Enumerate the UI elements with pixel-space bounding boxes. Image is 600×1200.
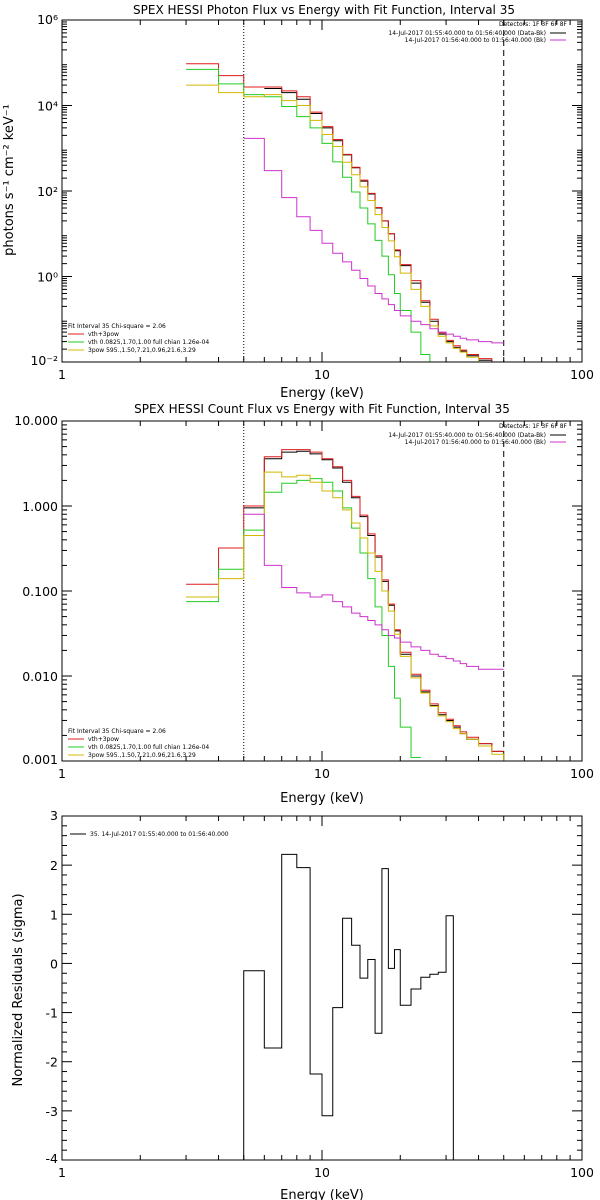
plot-frame bbox=[61, 420, 583, 762]
y-tick-label: 10⁶ bbox=[37, 12, 58, 27]
legend-residuals: 35. 14-Jul-2017 01:55:40.000 to 01:56:40… bbox=[90, 831, 229, 838]
series-data-bk bbox=[243, 450, 504, 752]
y-tick-label: 1 bbox=[50, 907, 58, 922]
y-tick-label: 10.000 bbox=[14, 413, 58, 428]
photon-chart-tick-labels: 1 10 100 10⁻² 10⁰ 10² 10⁴ 10⁶ bbox=[30, 12, 593, 382]
series-vth bbox=[186, 478, 421, 758]
x-tick-label: 1 bbox=[58, 1165, 66, 1180]
photon-chart-legend-bottom: Fit Interval 35 Chi-square = 2.06 vth+3p… bbox=[68, 323, 209, 354]
residuals-chart: Energy (keV) Normalized Residuals (sigma… bbox=[11, 808, 594, 1200]
residuals-chart-ylabel: Normalized Residuals (sigma) bbox=[11, 893, 26, 1086]
photon-chart-xlabel: Energy (keV) bbox=[280, 386, 364, 401]
photon-chart-legend-top: Detectors: 1F 3F 6F 8F 14-Jul-2017 01:55… bbox=[388, 21, 567, 44]
y-tick-label: 0.001 bbox=[22, 752, 58, 767]
series-3pow bbox=[186, 84, 493, 362]
y-tick-label: 10⁰ bbox=[37, 270, 58, 285]
legend-top-entry: 14-Jul-2017 01:55:40.000 to 01:56:40.000… bbox=[388, 30, 546, 37]
series-vth-3pow bbox=[186, 63, 493, 362]
photon-chart-plot-area bbox=[61, 19, 583, 363]
photon-chart-title: SPEX HESSI Photon Flux vs Energy with Fi… bbox=[133, 3, 515, 17]
plot-frame bbox=[61, 815, 583, 1161]
count-flux-chart: SPEX HESSI Count Flux vs Energy with Fit… bbox=[14, 402, 594, 806]
legend-top-entry: 14-Jul-2017 01:56:40.000 to 01:56:40.000… bbox=[405, 439, 546, 446]
count-chart-tick-labels: 1 10 100 0.001 0.010 0.100 1.000 10.000 bbox=[14, 413, 594, 781]
detector-label: Detectors: 1F 3F 6F 8F bbox=[499, 423, 568, 430]
legend-vth-3pow: vth+3pow bbox=[88, 736, 119, 743]
legend-vth-3pow: vth+3pow bbox=[88, 331, 119, 338]
legend-3pow: 3pow 595.,1.50,7.21,0.96,21.6,3.29 bbox=[88, 347, 196, 354]
y-tick-label: 10² bbox=[37, 184, 58, 199]
legend-fit-interval: Fit Interval 35 Chi-square = 2.06 bbox=[68, 323, 166, 330]
series-data-bk bbox=[264, 87, 493, 362]
x-tick-label: 1 bbox=[58, 766, 66, 781]
residuals-chart-tick-labels: 1 10 100 -4 -3 -2 -1 0 1 2 3 bbox=[46, 808, 594, 1180]
y-tick-label: -3 bbox=[46, 1104, 58, 1119]
legend-vth: vth 0.0825,1.70,1.00 full chian 1.26e-04 bbox=[88, 744, 209, 751]
residuals-chart-plot-area bbox=[61, 815, 583, 1161]
x-tick-label: 10 bbox=[314, 766, 330, 781]
photon-flux-chart: SPEX HESSI Photon Flux vs Energy with Fi… bbox=[2, 3, 594, 401]
y-tick-label: 10⁴ bbox=[37, 99, 58, 114]
x-tick-label: 10 bbox=[314, 367, 330, 382]
count-chart-title: SPEX HESSI Count Flux vs Energy with Fit… bbox=[134, 402, 510, 416]
series-vth-3pow bbox=[186, 449, 504, 752]
x-tick-label: 100 bbox=[570, 367, 594, 382]
y-tick-label: -2 bbox=[46, 1055, 58, 1070]
y-tick-label: -4 bbox=[46, 1151, 59, 1166]
residuals-chart-xlabel: Energy (keV) bbox=[280, 1188, 364, 1200]
series-residuals bbox=[243, 853, 454, 1160]
legend-top-entry: 14-Jul-2017 01:55:40.000 to 01:56:40.000… bbox=[388, 432, 546, 439]
x-tick-label: 100 bbox=[570, 1165, 594, 1180]
plot-frame bbox=[61, 19, 583, 363]
y-tick-label: 10⁻² bbox=[30, 353, 58, 368]
y-tick-label: 0 bbox=[50, 956, 58, 971]
legend-vth: vth 0.0825,1.70,1.00 full chian 1.26e-04 bbox=[88, 339, 209, 346]
y-tick-label: -1 bbox=[46, 1006, 58, 1021]
y-tick-label: 3 bbox=[50, 808, 58, 823]
residuals-chart-legend: 35. 14-Jul-2017 01:55:40.000 to 01:56:40… bbox=[70, 831, 229, 838]
series-vth bbox=[186, 68, 431, 362]
photon-chart-ylabel: photons s⁻¹ cm⁻² keV⁻¹ bbox=[2, 104, 17, 256]
y-tick-label: 1.000 bbox=[22, 499, 58, 514]
detector-label: Detectors: 1F 3F 6F 8F bbox=[499, 21, 568, 28]
count-chart-plot-area bbox=[61, 420, 583, 762]
count-chart-legend-top: Detectors: 1F 3F 6F 8F 14-Jul-2017 01:55… bbox=[388, 423, 567, 446]
x-tick-label: 10 bbox=[314, 1165, 330, 1180]
series-bk bbox=[243, 513, 504, 670]
legend-top-entry: 14-Jul-2017 01:56:40.000 to 01:56:40.000… bbox=[405, 37, 546, 44]
legend-fit-interval: Fit Interval 35 Chi-square = 2.06 bbox=[68, 728, 166, 735]
y-tick-label: 0.010 bbox=[22, 669, 58, 684]
x-tick-label: 1 bbox=[58, 367, 66, 382]
legend-3pow: 3pow 595.,1.50,7.21,0.96,21.6,3.29 bbox=[88, 752, 196, 759]
series-3pow bbox=[186, 471, 515, 761]
count-chart-xlabel: Energy (keV) bbox=[280, 791, 364, 806]
y-tick-label: 0.100 bbox=[22, 584, 58, 599]
x-tick-label: 100 bbox=[570, 766, 594, 781]
y-tick-label: 2 bbox=[50, 858, 58, 873]
count-chart-legend-bottom: Fit Interval 35 Chi-square = 2.06 vth+3p… bbox=[68, 728, 209, 759]
series-bk bbox=[243, 137, 504, 344]
